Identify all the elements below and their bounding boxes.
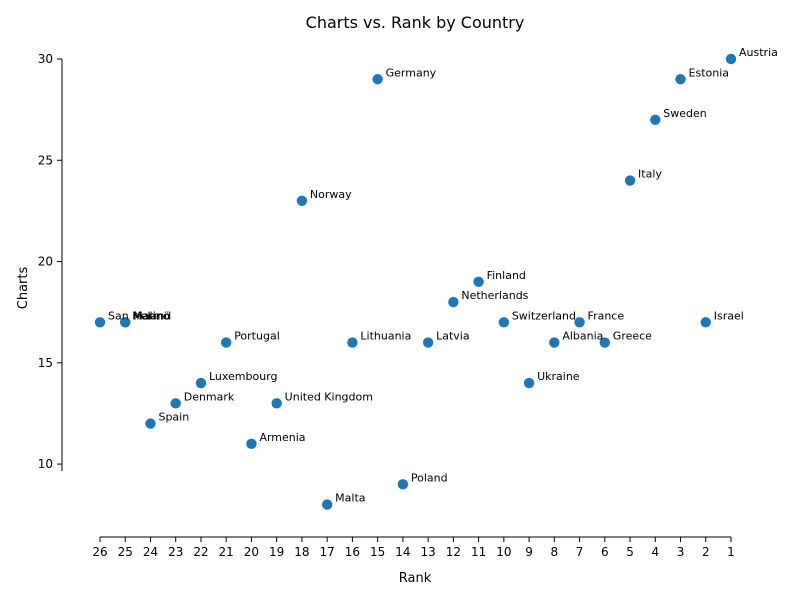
data-point-label: Ireland [133,309,171,322]
x-tick-label: 13 [420,545,435,559]
x-axis-ticks: 26 25 24 23 22 21 20 19 18 17 16 15 14 13 12 11 10 9 8 7 6 5 4… [92,537,735,559]
y-tick-label: 30 [38,52,53,66]
x-tick-label: 24 [143,545,158,559]
x-tick-label: 8 [550,545,558,559]
data-point [448,296,459,308]
y-tick-label: 25 [38,153,53,167]
data-point [120,317,131,328]
data-point-label: Ukraine [537,370,580,383]
x-tick-label: 23 [168,545,183,559]
y-axis-ticks: 10 15 20 25 30 [38,52,62,471]
data-points [94,53,737,510]
x-tick-label: 16 [345,545,360,559]
data-point [624,175,636,186]
data-point-label: Greece [613,330,652,343]
x-tick-label: 15 [370,545,385,559]
data-point-label: Poland [411,471,448,484]
data-point [397,479,409,490]
data-point [574,317,585,328]
data-point [347,337,358,348]
x-tick-label: 1 [727,545,735,559]
data-point-label: Latvia [436,330,470,343]
data-point-label: Denmark [184,390,235,403]
x-tick-label: 21 [219,545,234,559]
x-tick-label: 9 [525,545,533,559]
data-point-label: San Marino [108,309,170,322]
data-point-label: Malmö [133,309,170,322]
data-point-label: Switzerland [512,309,576,322]
x-tick-label: 17 [320,545,335,559]
data-point-label: Netherlands [461,289,528,302]
x-tick-label: 10 [496,545,511,559]
data-point [725,53,737,65]
data-point [700,317,711,328]
x-tick-label: 11 [471,545,486,559]
data-point [170,398,181,409]
data-point-labels: Austria Israel Estonia Sweden Italy Greece Fra… [108,46,778,505]
x-tick-label: 26 [92,545,107,559]
data-point-label: Sweden [663,107,706,120]
x-tick-label: 14 [395,545,410,559]
data-point [321,499,333,510]
data-point-label: Germany [386,66,437,79]
x-tick-label: 22 [193,545,208,559]
y-tick-label: 15 [38,356,53,370]
x-tick-label: 20 [244,545,259,559]
data-point-label: Israel [714,309,744,322]
data-point-label: Finland [487,269,526,282]
data-point [246,438,257,450]
data-point-label: Malta [335,492,365,505]
x-tick-label: 19 [269,545,284,559]
x-tick-label: 6 [601,545,609,559]
x-tick-label: 12 [446,545,461,559]
data-point [372,74,383,85]
data-point [498,317,510,328]
data-point [422,337,434,348]
x-tick-label: 2 [702,545,710,559]
y-axis-label: Charts [16,267,31,310]
data-point-label: Estonia [689,66,730,79]
x-tick-label: 7 [576,545,584,559]
data-point-label: Luxembourg [209,370,278,383]
y-tick-label: 20 [38,255,53,269]
data-point-label: Austria [739,46,778,59]
data-point [650,114,661,125]
chart-title: Charts vs. Rank by Country [306,13,525,32]
data-point [473,276,484,287]
data-point-label: Italy [638,168,662,181]
data-point-label: Armenia [259,431,305,444]
x-tick-label: 3 [677,545,685,559]
data-point [221,337,232,348]
data-point [549,337,560,348]
y-tick-label: 10 [38,457,53,471]
data-point [145,418,156,429]
data-point [195,377,207,389]
x-axis-label: Rank [399,571,432,586]
data-point-label: Spain [158,411,189,424]
data-point [523,377,535,389]
data-point-label: United Kingdom [285,390,373,403]
x-tick-label: 18 [294,545,309,559]
data-point-label: Norway [310,188,352,201]
data-point [599,337,610,348]
x-tick-label: 25 [118,545,133,559]
data-point [271,398,282,409]
data-point-label: France [588,309,625,322]
x-tick-label: 4 [651,545,659,559]
data-point-label: Lithuania [360,330,411,343]
x-tick-label: 5 [626,545,634,559]
data-point [675,74,686,85]
data-point [296,195,308,206]
data-point [94,317,106,328]
data-point-label: Portugal [234,330,280,343]
data-point-label: Albania [562,330,603,343]
